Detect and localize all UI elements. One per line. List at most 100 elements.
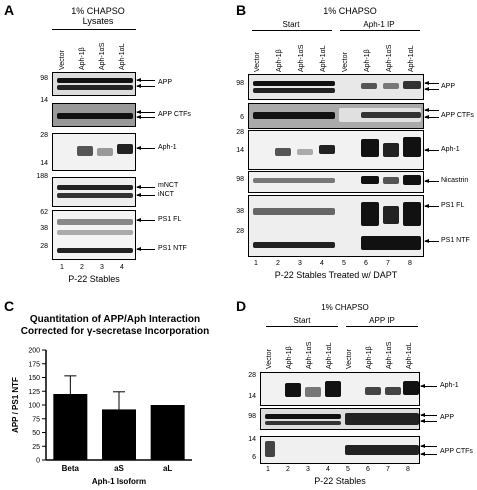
- blot-app-ctfs: [52, 103, 136, 127]
- lane-label: Aph-1β: [276, 49, 283, 72]
- band-label: Nicastrin: [441, 177, 469, 184]
- lane-label: Aph-1β: [286, 346, 293, 369]
- blot-app-ctfs: [248, 103, 424, 129]
- marker: 14: [40, 97, 48, 104]
- lane-number: 7: [386, 466, 390, 473]
- blot-ps1: [248, 195, 424, 257]
- bar: [53, 394, 88, 460]
- lane-number: 4: [320, 260, 324, 267]
- marker: 14: [236, 147, 244, 154]
- lane-number: 8: [408, 260, 412, 267]
- marker: 28: [40, 243, 48, 250]
- marker: 188: [36, 173, 48, 180]
- lane-label: Aph-1αL: [406, 342, 413, 369]
- lane-label: Aph-1αS: [306, 341, 313, 369]
- y-tick-label: 100: [28, 403, 40, 410]
- lane-label: Aph-1αL: [408, 45, 415, 72]
- panel-a-letter: A: [4, 2, 15, 18]
- bar-chart: 0 25 50 75 100 125 150 175 200 APP / PS1 NTF Beta a…: [11, 348, 192, 486]
- marker: 14: [248, 393, 256, 400]
- band-label: Aph-1: [441, 146, 460, 153]
- marker: 98: [236, 80, 244, 87]
- panel-b-letter: B: [236, 2, 247, 18]
- band-label: PS1 FL: [158, 216, 182, 223]
- y-tick-label: 200: [28, 348, 40, 355]
- y-tick-label: 150: [28, 375, 40, 382]
- band-label: mNCT: [158, 182, 179, 189]
- bar: [150, 405, 185, 460]
- band-label: PS1 NTF: [441, 237, 470, 244]
- lane-label: Aph-1β: [366, 346, 373, 369]
- lane-label: Aph-1αL: [326, 342, 333, 369]
- panel-a-header-1: 1% CHAPSO: [71, 6, 125, 16]
- chart-title-line-2: Corrected for γ-secretase Incorporation: [20, 326, 210, 337]
- blot-aph1: [248, 130, 424, 170]
- blot-app: [52, 72, 136, 96]
- lane-number: 1: [60, 264, 64, 271]
- lane-label: Aph-1αS: [99, 42, 106, 70]
- marker: 28: [236, 129, 244, 136]
- lane-number: 5: [346, 466, 350, 473]
- y-tick-label: 75: [32, 416, 40, 423]
- bar: [102, 409, 136, 460]
- blot-nicastrin: [248, 171, 424, 193]
- lane-label: Aph-1β: [364, 49, 371, 72]
- lane-number: 6: [364, 260, 368, 267]
- lane-number: 2: [286, 466, 290, 473]
- blot-ps1: [52, 210, 136, 260]
- lane-label: Vector: [59, 50, 66, 70]
- marker: 6: [252, 454, 256, 461]
- chart-title-line-1: Quantitation of APP/Aph Interaction: [29, 314, 201, 325]
- lane-number: 4: [326, 466, 330, 473]
- lane-number: 3: [306, 466, 310, 473]
- panel-b-header: 1% CHAPSO: [323, 6, 377, 16]
- marker: 14: [248, 436, 256, 443]
- lane-label: Vector: [266, 349, 273, 369]
- x-tick-label: aL: [163, 464, 172, 473]
- panel-a-footer: P-22 Stables: [68, 274, 120, 284]
- y-tick-label: 25: [32, 444, 40, 451]
- lane-number: 2: [80, 264, 84, 271]
- band-label: iNCT: [158, 191, 174, 198]
- panel-d-footer: P-22 Stables: [314, 476, 366, 486]
- band-label: APP CTFs: [440, 448, 473, 455]
- marker: 98: [40, 75, 48, 82]
- lane-number: 6: [366, 466, 370, 473]
- band-label: APP CTFs: [158, 111, 191, 118]
- blot-app: [248, 74, 424, 100]
- lane-number: 4: [120, 264, 124, 271]
- chart-title: Quantitation of APP/Aph Interaction Corr…: [10, 314, 220, 338]
- band-label: PS1 NTF: [158, 245, 187, 252]
- band-label: APP: [158, 79, 173, 86]
- lane-label: Aph-1αL: [320, 45, 327, 72]
- lane-number: 1: [254, 260, 258, 267]
- x-axis-label: Aph-1 Isoform: [92, 477, 146, 486]
- lane-number: 3: [100, 264, 104, 271]
- lane-label: Aph-1αS: [386, 44, 393, 72]
- marker: 38: [40, 225, 48, 232]
- blot-app: [260, 408, 420, 430]
- lane-label: Vector: [254, 52, 261, 72]
- group-start: Start: [293, 316, 311, 325]
- lane-number: 1: [266, 466, 270, 473]
- band-label: APP: [440, 414, 455, 421]
- panel-a-header-rule: [52, 29, 136, 30]
- y-tick-label: 175: [28, 361, 40, 368]
- marker: 14: [40, 160, 48, 167]
- group-start: Start: [282, 20, 300, 29]
- lane-number: 8: [406, 466, 410, 473]
- marker: 6: [240, 114, 244, 121]
- group-ip: APP IP: [369, 316, 395, 325]
- lane-number: 7: [386, 260, 390, 267]
- blot-aph1: [52, 133, 136, 171]
- x-tick-label: Beta: [62, 464, 80, 473]
- lane-number: 5: [342, 260, 346, 267]
- panel-d-letter: D: [236, 298, 247, 314]
- band-label: APP CTFs: [441, 112, 474, 119]
- panel-b-footer: P-22 Stables Treated w/ DAPT: [274, 270, 398, 280]
- lane-label: Vector: [342, 52, 349, 72]
- x-tick-label: aS: [114, 464, 124, 473]
- marker: 98: [236, 176, 244, 183]
- blot-app-ctfs: [260, 436, 420, 464]
- marker: 28: [248, 372, 256, 379]
